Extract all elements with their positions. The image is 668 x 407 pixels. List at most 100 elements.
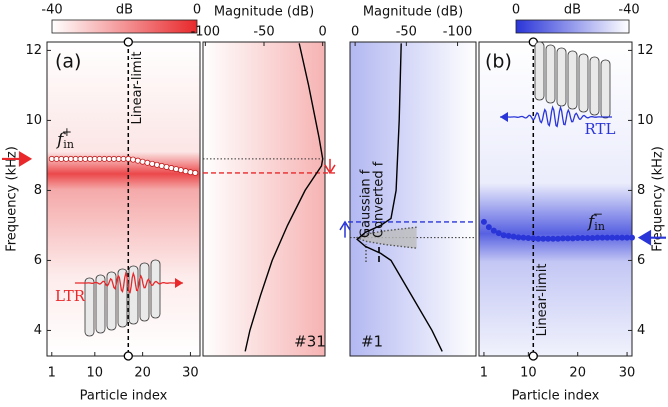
dispersion-point (550, 235, 557, 242)
magnitude-line (355, 226, 417, 249)
limit-marker (528, 351, 538, 361)
x-axis-label: Particle index (80, 389, 168, 404)
dispersion-point (182, 168, 189, 175)
x-axis-label: Magnitude (dB) (214, 5, 314, 20)
x-tick-label: -50 (396, 25, 417, 40)
cylinder (139, 262, 150, 322)
dispersion-point (168, 165, 175, 172)
dispersion-point (609, 234, 616, 241)
cylinder (567, 50, 578, 110)
dispersion-point (500, 232, 507, 239)
linear-limit-label: Linear-limit (130, 52, 145, 125)
spectrum-shade (350, 42, 476, 356)
y-tick-label: 8 (637, 183, 645, 198)
x-tick-label: 0 (351, 25, 359, 40)
panel-frame (349, 41, 477, 357)
x-tick-label: 10 (520, 366, 537, 381)
colorbar-label: dB (564, 3, 581, 18)
dispersion-point (130, 156, 137, 163)
dispersion-point (480, 218, 487, 225)
x-tick-label: 30 (619, 366, 636, 381)
panel-frame (478, 41, 633, 357)
y-axis-label: Frequency (kHz) (5, 146, 20, 252)
x-tick-label: 20 (569, 366, 586, 381)
dispersion-point (149, 160, 156, 167)
dispersion-point (187, 169, 194, 176)
dispersion-point (629, 234, 636, 241)
cylinder (545, 44, 556, 104)
dispersion-point (530, 235, 537, 242)
panel-annotation: #31 (294, 333, 326, 351)
x-tick-label: 10 (87, 366, 104, 381)
y-tick-label: 6 (637, 253, 645, 268)
colorbar-tick-label: 0 (193, 3, 201, 18)
x-tick-label: -100 (443, 25, 473, 40)
dispersion-point (589, 235, 596, 242)
dispersion-point (584, 235, 591, 242)
dispersion-point (535, 235, 542, 242)
colorbar-tick-label: -40 (618, 3, 639, 18)
dispersion-point (173, 166, 180, 173)
y-tick-label: 12 (25, 43, 42, 58)
panel-annotation: #1 (361, 333, 383, 351)
wave-arrow (175, 278, 183, 288)
cylinder (534, 41, 545, 101)
dispersion-point (559, 235, 566, 242)
x-tick-label: 0 (319, 25, 327, 40)
magnitude-line (244, 43, 324, 352)
dispersion-point (134, 157, 141, 164)
dispersion-point (579, 235, 586, 242)
input-arrow (637, 229, 666, 246)
cylinder (150, 259, 161, 319)
legend-label: Converted f (372, 161, 387, 238)
colorbar (51, 19, 198, 34)
cylinder (589, 56, 600, 116)
input-frequency-label: fin− (586, 207, 605, 234)
cylinder (600, 59, 611, 119)
dispersion-point (614, 234, 621, 241)
gaussian-fill (357, 227, 417, 249)
y-tick-label: 4 (34, 323, 42, 338)
x-tick-label: 20 (134, 366, 151, 381)
x-tick-label: -50 (253, 25, 274, 40)
y-tick-label: 12 (637, 43, 654, 58)
colorbar-label: dB (116, 3, 133, 18)
colorbar-tick-label: -40 (41, 3, 62, 18)
dispersion-point (599, 234, 606, 241)
dispersion-point (163, 163, 170, 170)
dispersion-point (485, 224, 492, 231)
y-tick-label: 8 (34, 183, 42, 198)
limit-marker (123, 351, 133, 361)
y-axis-label: Frequency (kHz) (651, 146, 666, 252)
dispersion-point (139, 158, 146, 165)
dispersion-point (177, 167, 184, 174)
y-tick-label: 6 (34, 253, 42, 268)
colorbar-tick-label: 0 (512, 3, 520, 18)
dispersion-point (624, 234, 631, 241)
input-label-sub: in (594, 220, 605, 233)
shift-arrow (324, 158, 336, 175)
colorbar (515, 19, 630, 34)
cylinder (578, 53, 589, 113)
x-axis-label: Particle index (512, 389, 600, 404)
y-tick-label: 10 (637, 113, 654, 128)
panel-label: (a) (55, 51, 81, 73)
x-tick-label: 1 (480, 366, 488, 381)
dispersion-point (158, 162, 165, 169)
cylinder (84, 277, 95, 337)
dispersion-point (545, 235, 552, 242)
x-tick-label: 30 (182, 366, 199, 381)
dispersion-point (495, 230, 502, 237)
spectrum-shade (203, 42, 325, 356)
input-label-sub: in (63, 138, 74, 151)
dispersion-point (510, 233, 517, 240)
input-label-sup: − (593, 207, 603, 221)
dispersion-point (594, 234, 601, 241)
panel-frame (46, 41, 201, 357)
wave (75, 271, 183, 294)
input-label-base: f (55, 130, 66, 150)
dispersion-point (490, 227, 497, 234)
dispersion-point (125, 155, 132, 162)
x-axis-label: Magnitude (dB) (363, 5, 463, 20)
x-tick-label: 1 (48, 366, 56, 381)
